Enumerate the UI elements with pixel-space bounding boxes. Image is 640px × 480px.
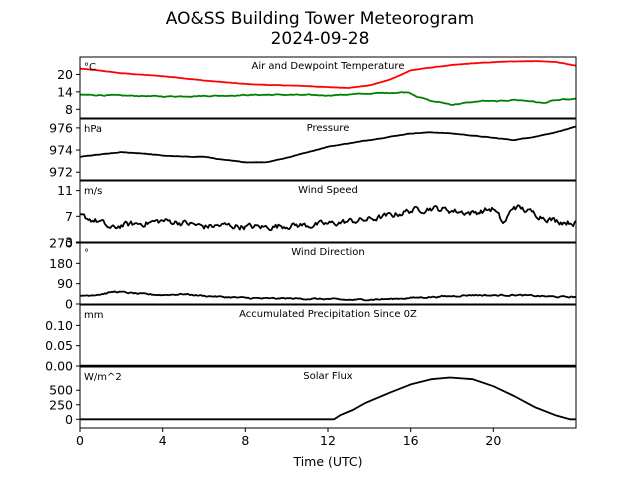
panel-unit: W/m^2 — [84, 372, 122, 383]
panel-frame-precip — [79, 304, 577, 367]
series-line-dew — [80, 91, 576, 106]
y-tick-label: 250 — [49, 397, 73, 412]
y-tick-label: 0.00 — [45, 359, 73, 374]
panel-frame-winddir — [79, 242, 577, 305]
figure-title: AO&SS Building Tower Meteorogram — [166, 9, 474, 29]
panel-winddir: 0 90 180 270 ° Wind Direction — [49, 236, 577, 312]
y-tick-label: 270 — [49, 236, 73, 251]
y-tick-label: 974 — [49, 143, 73, 158]
y-tick-label: 11 — [57, 183, 73, 198]
panel-title: Accumulated Precipitation Since 0Z — [239, 309, 417, 320]
series-line-wd — [80, 290, 576, 302]
y-tick-label: 180 — [49, 256, 73, 271]
y-tick-label: 90 — [57, 276, 73, 291]
x-axis-label: Time (UTC) — [292, 454, 362, 469]
panel-unit: hPa — [84, 124, 102, 135]
y-tick-label: 0 — [65, 297, 73, 312]
panel-title: Solar Flux — [303, 371, 353, 382]
y-tick-label: 0.10 — [45, 318, 73, 333]
panel-frame-temp — [79, 56, 577, 119]
figure-subtitle: 2024-09-28 — [271, 29, 370, 49]
series-line-pres — [80, 125, 576, 164]
y-tick-label: 3 — [65, 235, 73, 250]
x-tick-label: 20 — [485, 433, 501, 448]
y-tick-label: 500 — [49, 383, 73, 398]
panel-title: Wind Direction — [291, 247, 365, 258]
panel-precip: 0.00 0.05 0.10 mm Accumulated Precipitation … — [45, 304, 577, 374]
panel-frame-wind — [79, 180, 577, 243]
panel-wind: 3 7 11 m/s Wind Speed — [57, 180, 577, 250]
panel-unit: °C — [84, 62, 96, 73]
panel-temp: 8 14 20 °C Air and Dewpoint Temperature — [57, 56, 577, 119]
panel-frame-pressure — [79, 118, 577, 181]
panel-unit: mm — [84, 310, 103, 321]
y-tick-label: 0.05 — [45, 338, 73, 353]
series-line-air — [80, 60, 576, 89]
x-axis: 0 4 8 12 16 20 — [76, 428, 501, 448]
panel-unit: m/s — [84, 186, 102, 197]
x-tick-label: 12 — [320, 433, 336, 448]
panel-pressure: 972 974 976 hPa Pressure — [49, 118, 577, 181]
y-tick-label: 14 — [57, 84, 73, 99]
series-line-ws — [80, 204, 576, 232]
panel-title: Wind Speed — [298, 185, 358, 196]
x-tick-label: 16 — [403, 433, 419, 448]
y-tick-label: 8 — [65, 102, 73, 117]
x-tick-label: 4 — [159, 433, 167, 448]
y-tick-label: 972 — [49, 165, 73, 180]
series-line-solar — [80, 376, 576, 421]
y-tick-label: 20 — [57, 67, 73, 82]
panel-title: Pressure — [307, 123, 350, 134]
x-tick-label: 8 — [241, 433, 249, 448]
y-tick-label: 7 — [65, 209, 73, 224]
y-tick-label: 0 — [65, 412, 73, 427]
panel-unit: ° — [84, 248, 89, 259]
panel-title: Air and Dewpoint Temperature — [252, 61, 405, 72]
x-tick-label: 0 — [76, 433, 84, 448]
y-tick-label: 976 — [49, 120, 73, 135]
